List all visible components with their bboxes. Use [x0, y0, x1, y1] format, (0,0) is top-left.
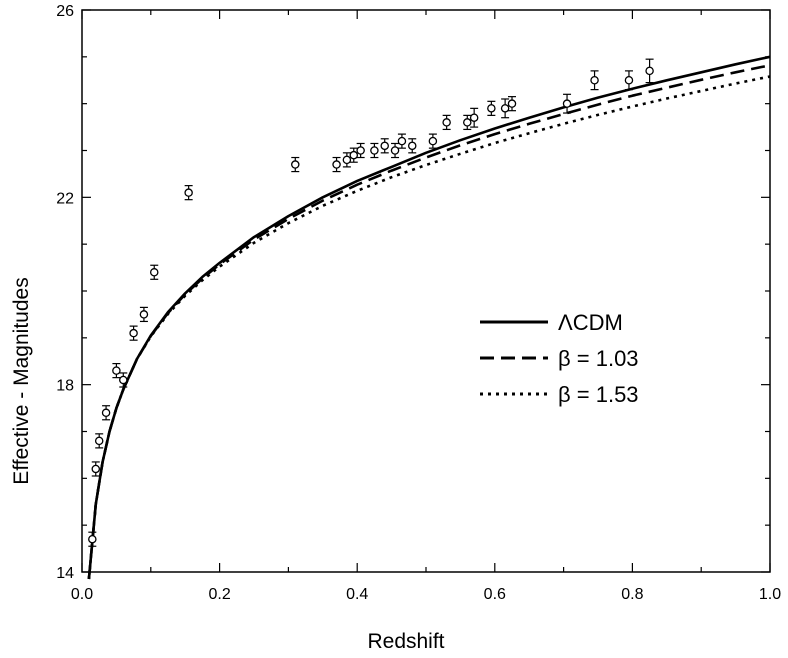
- legend: ΛCDM β = 1.03 β = 1.53: [480, 310, 639, 407]
- y-tick-label: 18: [56, 378, 74, 395]
- series-line-solid: [87, 55, 771, 580]
- data-point: [397, 136, 407, 146]
- data-point: [356, 146, 365, 155]
- x-axis-title: Redshift: [367, 630, 444, 653]
- data-point: [101, 408, 111, 418]
- data-point: [184, 188, 193, 197]
- data-point: [291, 160, 300, 169]
- data-point: [88, 534, 97, 544]
- data-point: [442, 118, 451, 127]
- data-point: [562, 99, 572, 108]
- legend-label-beta-103: β = 1.03: [558, 346, 639, 371]
- data-point: [91, 464, 101, 474]
- data-point: [463, 118, 472, 127]
- x-tick-label: 0.2: [208, 586, 230, 603]
- data-point: [645, 66, 654, 76]
- data-point: [139, 310, 149, 319]
- data-point: [332, 160, 341, 169]
- data-point: [507, 99, 517, 108]
- x-tick-label: 0.8: [621, 586, 643, 603]
- y-axis-title: Effective - Magnitudes: [10, 277, 33, 484]
- data-point: [390, 146, 400, 155]
- data-point: [407, 141, 417, 151]
- plot-area: [87, 55, 771, 580]
- series-line-dashed: [87, 64, 771, 580]
- x-tick-label: 0.0: [71, 586, 93, 603]
- data-point: [487, 104, 496, 113]
- legend-label-lcdm: ΛCDM: [558, 310, 623, 335]
- data-point: [349, 150, 359, 160]
- x-tick-label: 0.4: [346, 586, 368, 603]
- data-point: [469, 113, 479, 122]
- data-point: [94, 436, 104, 446]
- data-point: [624, 76, 634, 85]
- x-tick-label: 1.0: [759, 586, 781, 603]
- data-point: [428, 136, 438, 146]
- data-point: [500, 104, 510, 113]
- data-point: [590, 76, 599, 85]
- data-point: [129, 328, 138, 338]
- y-tick-label: 26: [56, 3, 74, 20]
- legend-label-beta-153: β = 1.53: [558, 382, 639, 407]
- y-tick-label: 22: [56, 190, 74, 207]
- data-point: [342, 155, 352, 165]
- axes: 0.0 0.2 0.4 0.6 0.8 1.0 14 18 22 26: [56, 3, 781, 603]
- plot-frame: [81, 9, 771, 573]
- data-point: [370, 146, 379, 155]
- y-tick-label: 14: [56, 565, 74, 582]
- data-point: [112, 366, 121, 375]
- x-tick-label: 0.6: [484, 586, 506, 603]
- data-point: [380, 141, 389, 151]
- data-point: [119, 375, 128, 385]
- data-point: [149, 268, 159, 277]
